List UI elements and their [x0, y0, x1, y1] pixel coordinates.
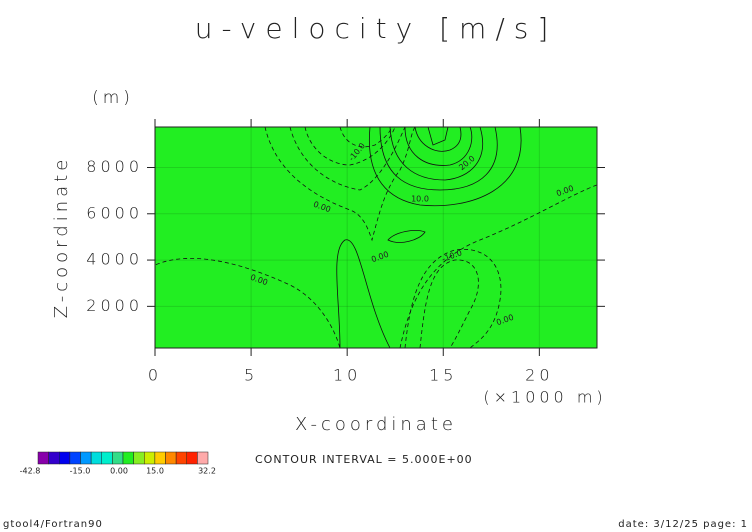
footer-right: date: 3/12/25 page: 1 — [618, 519, 748, 530]
plot-frame — [154, 126, 598, 349]
colorbar-swatch — [37, 451, 49, 465]
region — [387, 230, 426, 243]
colorbar-swatch — [112, 451, 124, 465]
x-tick-label: 10 — [333, 366, 361, 385]
region — [379, 126, 498, 191]
chart-title: u-velocity [m/s] — [195, 12, 558, 45]
colorbar-label: 0.00 — [110, 467, 128, 476]
x-tick-label: 5 — [244, 366, 258, 385]
colorbar-swatch — [197, 451, 209, 465]
colorbar-swatch — [133, 451, 145, 465]
region — [404, 248, 502, 349]
colorbar-swatch — [90, 451, 102, 465]
colorbar-label: 15.0 — [146, 467, 164, 476]
x-tick-label: 20 — [525, 366, 553, 385]
footer-left: gtool4/Fortran90 — [3, 519, 103, 530]
colorbar-swatch — [122, 451, 134, 465]
colorbar-swatch — [165, 451, 177, 465]
y-tick-label: 6000 — [86, 203, 143, 222]
region — [389, 126, 483, 181]
region — [399, 184, 598, 349]
x-tick-label: 0 — [148, 366, 162, 385]
colorbar-swatch — [186, 451, 198, 465]
region — [414, 126, 462, 152]
colorbar-swatch — [59, 451, 71, 465]
region — [336, 239, 391, 349]
colorbar-swatch — [144, 451, 156, 465]
x-unit: (×1000 m) — [483, 388, 606, 407]
colorbar-swatch — [154, 451, 166, 465]
y-tick-label: 8000 — [86, 157, 143, 176]
colorbar-swatch — [80, 451, 92, 465]
contour-label: 10.0 — [411, 195, 429, 204]
field-bg — [155, 127, 597, 348]
colorbar-swatch — [175, 451, 187, 465]
colorbar-swatch — [69, 451, 81, 465]
x-label: X-coordinate — [295, 414, 457, 435]
y-unit: (m) — [92, 88, 134, 108]
region — [404, 126, 473, 166]
region — [368, 126, 522, 207]
colorbar-swatch — [101, 451, 113, 465]
region — [289, 126, 406, 191]
x-tick-label: 15 — [429, 366, 457, 385]
colorbar-label: -42.8 — [20, 467, 41, 476]
region — [419, 259, 479, 349]
interval: CONTOUR INTERVAL = 5.000E+00 — [255, 453, 473, 466]
y-tick-label: 2000 — [86, 296, 143, 315]
field — [154, 126, 598, 349]
colorbar-label: 32.2 — [198, 467, 216, 476]
region — [264, 126, 416, 242]
colorbar-swatch — [48, 451, 60, 465]
region — [154, 257, 341, 349]
colorbar-label: -15.0 — [70, 467, 91, 476]
y-label: Z-coordinate — [51, 156, 72, 319]
y-tick-label: 4000 — [86, 250, 143, 269]
